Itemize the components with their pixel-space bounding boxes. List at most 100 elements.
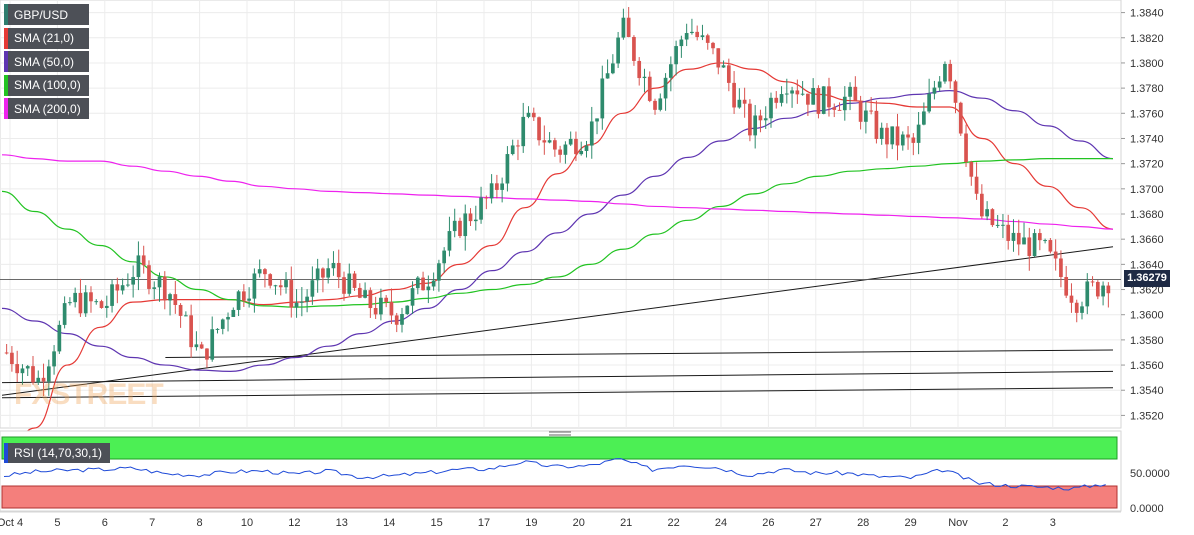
candle-body [748, 103, 752, 136]
candle-body [62, 303, 67, 325]
candle [537, 116, 541, 146]
candle [1106, 282, 1111, 308]
candle [120, 278, 125, 295]
candle-body [263, 269, 267, 275]
legend-sma-100[interactable]: SMA (100,0) [4, 74, 89, 96]
candle-body [1011, 232, 1016, 241]
y-tick-label: 1.3740 [1130, 133, 1164, 145]
candle-body [510, 145, 515, 155]
candle [589, 106, 594, 159]
candle [742, 87, 747, 118]
candle [400, 307, 404, 333]
trend-line [1, 370, 1114, 384]
candle-body [547, 140, 552, 143]
candle-body [632, 36, 636, 61]
candle [663, 73, 668, 111]
candle-body [15, 364, 20, 374]
candle-body [642, 76, 647, 79]
rsi-oversold-zone [1, 485, 1118, 509]
x-tick-label: 17 [478, 517, 490, 529]
candle-body [679, 39, 684, 47]
candle-body [131, 277, 135, 285]
candle [162, 271, 167, 310]
candle-body [584, 145, 589, 151]
candle-body [473, 219, 478, 222]
candle-body [695, 31, 700, 38]
candle-body [690, 31, 694, 34]
candle [257, 259, 262, 278]
candle [626, 7, 631, 38]
candle-body [842, 96, 847, 111]
candle [779, 86, 784, 107]
legend-sma-200[interactable]: SMA (200,0) [4, 98, 89, 119]
candle-body [242, 291, 246, 301]
candle-body [879, 127, 884, 139]
candle-body [753, 115, 758, 136]
chart-grid [0, 0, 1122, 429]
candle [932, 80, 937, 100]
candle-body [742, 99, 747, 104]
candle [995, 215, 1000, 229]
candle-body [342, 277, 346, 294]
candle-body [732, 82, 736, 108]
x-tick-label: 24 [715, 517, 727, 529]
candle [684, 23, 689, 47]
candle [732, 71, 736, 114]
candle-body [500, 183, 504, 190]
candle [690, 18, 694, 35]
candle-body [73, 292, 78, 303]
x-tick-label: Oct 4 [0, 517, 23, 529]
candle [1101, 281, 1105, 306]
legend-sma-50[interactable]: SMA (50,0) [4, 51, 89, 72]
candle [147, 260, 151, 295]
candle-body [110, 284, 114, 306]
y-tick-label: 1.3720 [1130, 159, 1164, 171]
candle-body [969, 162, 974, 177]
candle [410, 281, 415, 315]
candle [110, 279, 114, 313]
candle [621, 8, 626, 40]
candle [774, 91, 779, 109]
candle-body [268, 274, 273, 286]
candle-body [173, 294, 178, 305]
legend-sma-21[interactable]: SMA (21,0) [4, 27, 89, 49]
sma-line [1, 154, 1114, 230]
candle-body [869, 110, 873, 112]
x-tick-label: 8 [197, 517, 203, 529]
legend-gbpusd[interactable]: GBP/USD [4, 4, 89, 25]
candle-body [384, 297, 389, 302]
y-tick-label: 1.3780 [1130, 83, 1164, 95]
candle [726, 58, 731, 92]
candle-body [94, 301, 99, 303]
candle [342, 271, 346, 301]
candle [642, 68, 647, 93]
candle-body [589, 121, 594, 146]
candle-body [178, 304, 183, 316]
y-tick-label: 1.3560 [1130, 360, 1164, 372]
candle [495, 174, 499, 199]
candle-body [890, 126, 895, 145]
candle-body [537, 117, 541, 141]
candle [305, 289, 309, 313]
candle-body [816, 87, 821, 114]
x-tick-label: 5 [54, 517, 60, 529]
candle-body [305, 296, 309, 302]
candle [869, 97, 873, 115]
candle [553, 137, 557, 157]
y-tick-label: 1.3640 [1130, 259, 1164, 271]
candle [510, 139, 515, 156]
legend-rsi[interactable]: RSI (14,70,30,1) [4, 443, 111, 463]
candle [658, 93, 663, 112]
candle [199, 341, 204, 350]
y-tick-label: 1.3680 [1130, 209, 1164, 221]
candle [78, 278, 83, 317]
candle-body [716, 48, 721, 68]
candle [157, 272, 162, 302]
candle-body [68, 302, 72, 304]
candle-body [252, 273, 257, 299]
candle [890, 126, 895, 150]
candle [505, 146, 510, 192]
candle [943, 61, 947, 84]
candle [800, 81, 805, 96]
